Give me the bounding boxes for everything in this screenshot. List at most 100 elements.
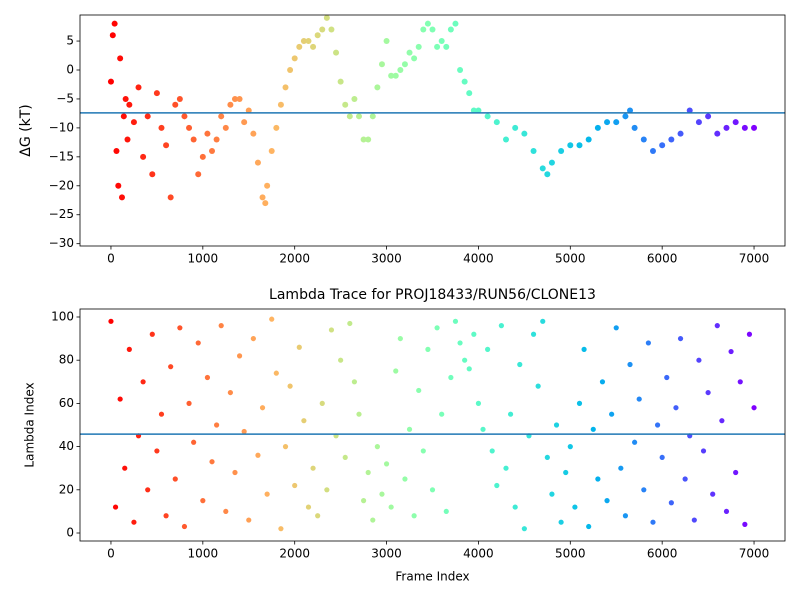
point (282, 444, 289, 450)
point (668, 500, 674, 506)
point (310, 465, 316, 471)
point (209, 148, 216, 155)
point (521, 130, 528, 137)
point (475, 400, 482, 406)
point (585, 136, 592, 143)
point (223, 508, 229, 515)
point (255, 452, 261, 458)
point (420, 26, 427, 33)
point (328, 26, 335, 33)
point (323, 15, 330, 21)
point (191, 439, 197, 445)
point (659, 454, 665, 461)
point (131, 519, 137, 525)
point (130, 119, 137, 126)
axes-frame (79, 308, 786, 542)
point (168, 364, 174, 370)
point (319, 400, 325, 406)
x-tick-label: 2000 (279, 547, 310, 561)
point (269, 316, 275, 322)
point (640, 136, 647, 143)
point (439, 411, 445, 417)
point (360, 498, 367, 504)
x-axis-label: Frame Index (395, 570, 469, 584)
point (172, 476, 178, 482)
point (434, 325, 440, 331)
point (378, 61, 385, 68)
point (558, 519, 564, 525)
point (120, 113, 127, 120)
point (346, 113, 353, 120)
point (370, 517, 376, 523)
point (314, 32, 321, 39)
point (126, 346, 132, 352)
point (604, 119, 611, 126)
point (107, 78, 114, 85)
point (567, 444, 573, 450)
point (705, 113, 712, 120)
point (397, 335, 403, 342)
point (466, 366, 472, 372)
point (475, 107, 482, 114)
point (742, 521, 748, 527)
point (241, 119, 248, 126)
point (494, 482, 500, 489)
point (746, 331, 753, 337)
point (586, 523, 592, 530)
point (622, 513, 629, 519)
point (268, 148, 275, 155)
x-tick-label: 1000 (188, 252, 219, 266)
point (273, 370, 279, 376)
point (158, 411, 165, 417)
point (594, 124, 601, 131)
point (347, 320, 353, 327)
point (278, 526, 284, 532)
x-tick-label: 5000 (555, 252, 586, 266)
point (296, 43, 303, 50)
y-tick-label: 40 (59, 439, 74, 453)
point (438, 38, 445, 45)
plot-area (80, 316, 785, 532)
point (397, 67, 404, 73)
point (236, 95, 243, 102)
point (315, 513, 321, 519)
point (264, 491, 270, 497)
point (576, 142, 583, 149)
point (250, 130, 257, 137)
point (429, 26, 436, 33)
point (351, 379, 358, 385)
point (342, 454, 348, 461)
point (581, 346, 587, 352)
point (503, 465, 509, 471)
point (507, 411, 514, 417)
point (443, 508, 449, 515)
point (117, 55, 124, 62)
point (301, 418, 307, 424)
point (517, 361, 523, 368)
point (365, 136, 372, 143)
point (447, 26, 454, 33)
point (167, 194, 174, 201)
point (122, 465, 128, 471)
point (186, 400, 192, 406)
point (604, 498, 610, 504)
x-tick-label: 0 (107, 547, 115, 561)
y-tick-label: −30 (49, 236, 74, 250)
point (181, 523, 188, 530)
point (337, 78, 344, 85)
y-tick-label: 20 (59, 482, 74, 496)
point (457, 67, 464, 73)
point (112, 504, 119, 510)
point (227, 389, 233, 396)
point (199, 153, 206, 160)
point (232, 469, 238, 476)
point (122, 95, 129, 102)
point (714, 130, 721, 137)
point (328, 327, 335, 333)
y-tick-label: 5 (66, 34, 74, 48)
point (544, 171, 551, 178)
point (411, 513, 417, 519)
point (512, 124, 519, 131)
point (227, 101, 234, 108)
point (365, 469, 371, 476)
